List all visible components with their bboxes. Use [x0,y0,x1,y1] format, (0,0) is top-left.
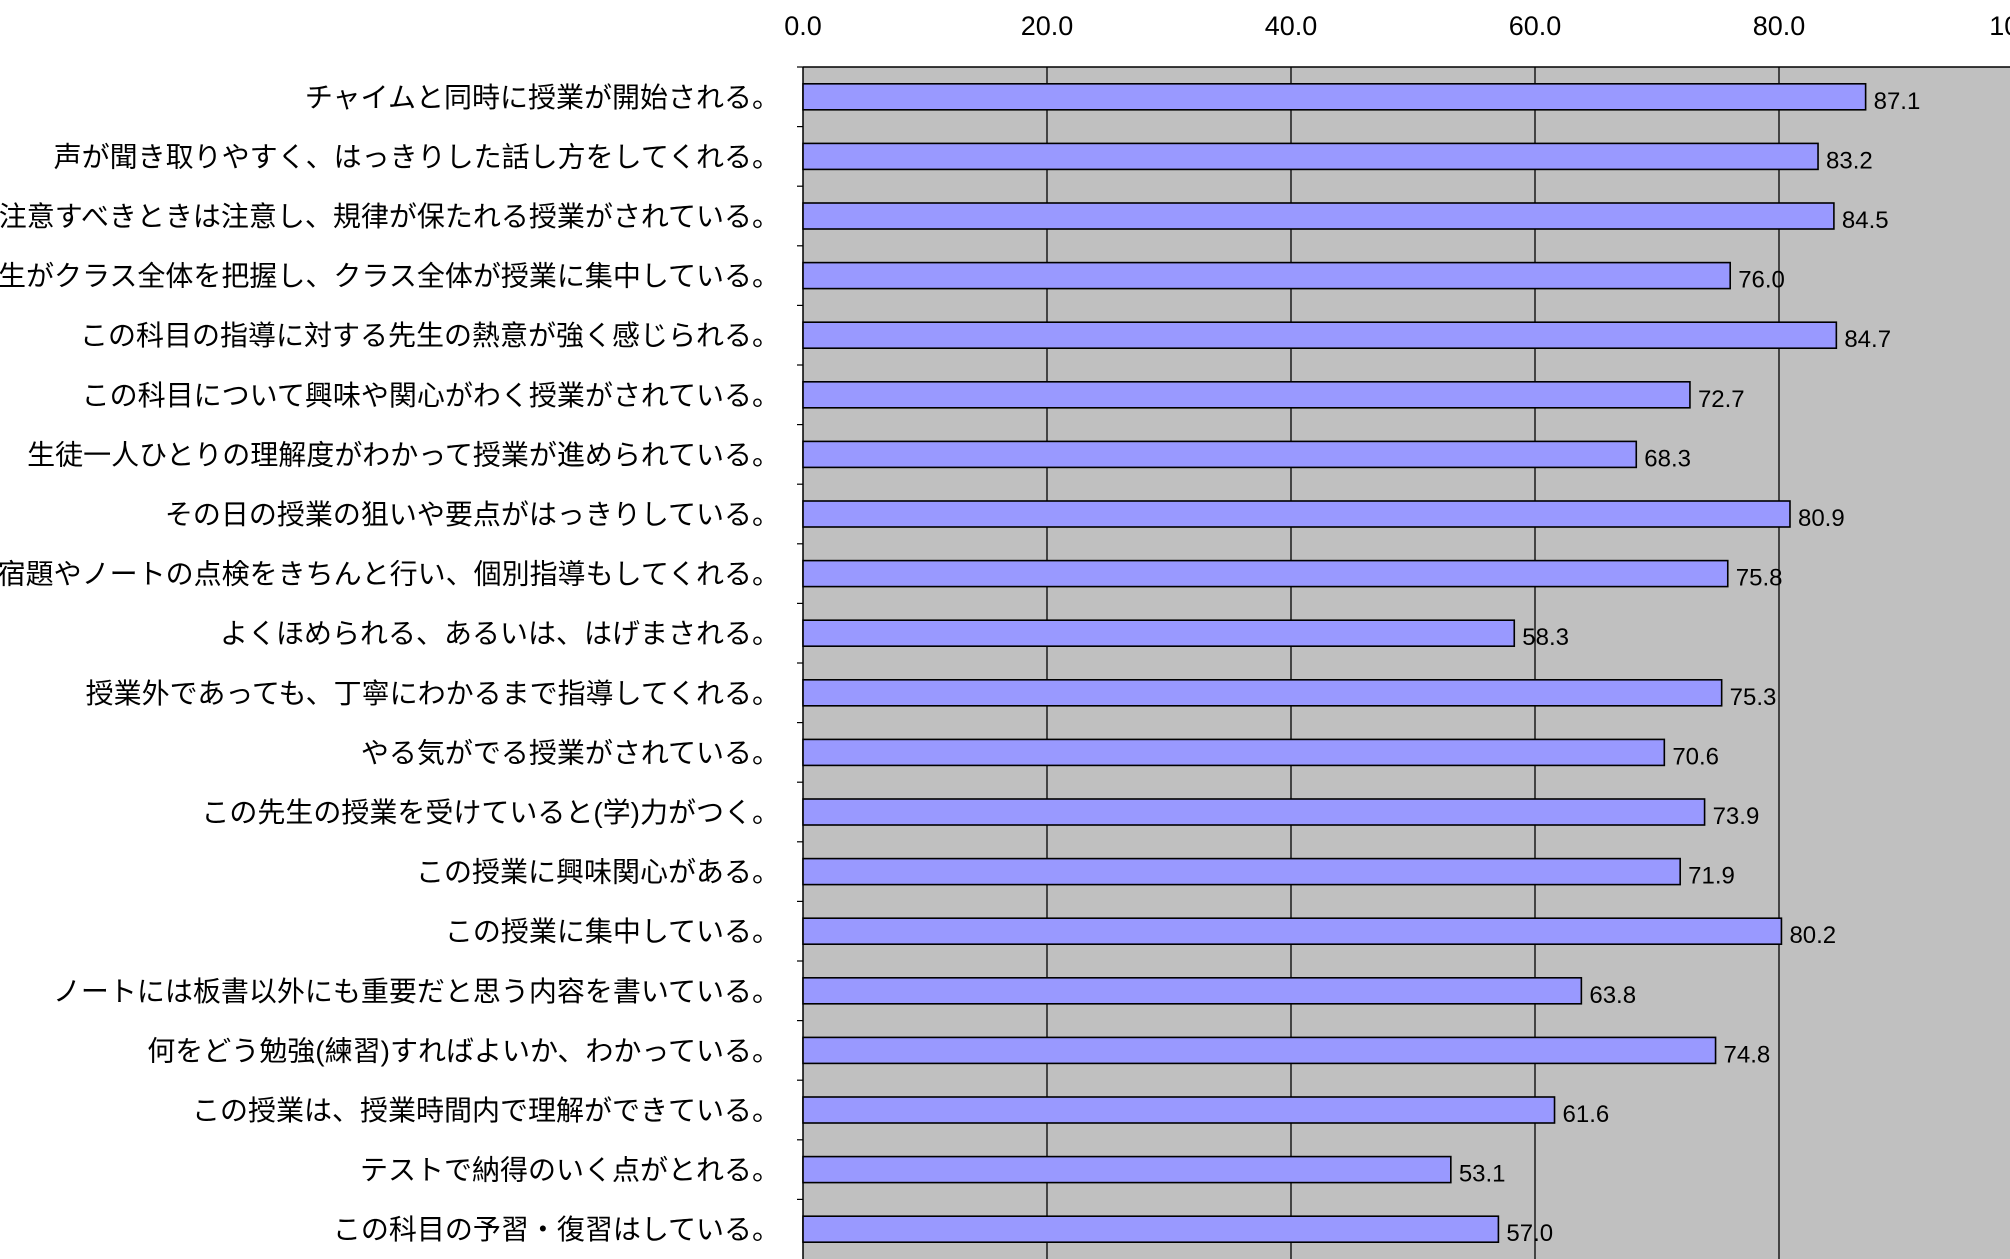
data-label: 87.1 [1874,88,1921,115]
bar [802,678,1723,707]
bar [802,559,1729,588]
category-label: よくほめられる、あるいは、はげまされる。 [220,618,780,649]
tick-label: 100.0 [1989,11,2010,41]
category-label: チャイムと同時に授業が開始される。 [305,82,780,113]
bar [802,1155,1452,1184]
category-label: この授業に興味関心がある。 [416,857,780,888]
tick-label: 60.0 [1509,11,1562,41]
data-label: 61.6 [1563,1101,1610,1128]
category-label: 何をどう勉強(練習)すればよいか、わかっている。 [147,1035,780,1066]
bar [802,380,1691,409]
category-label: やる気がでる授業がされている。 [361,737,780,768]
category-label: ノートには板書以外にも重要だと思う内容を書いている。 [53,976,780,1007]
data-label: 80.9 [1798,505,1845,532]
category-label: 生徒一人ひとりの理解度がわかって授業が進められている。 [27,439,780,470]
data-label: 57.0 [1506,1220,1553,1247]
bar [802,1215,1500,1243]
bar [802,1036,1717,1065]
category-label: テストで納得のいく点がとれる。 [360,1155,780,1186]
data-label: 75.8 [1736,565,1783,592]
tick-label: 0.0 [784,11,822,41]
bar [802,500,1791,528]
category-label: この科目の指導に対する先生の熱意が強く感じられる。 [80,320,780,351]
bar [802,738,1666,767]
data-label: 84.7 [1844,326,1891,353]
category-labels: チャイムと同時に授業が開始される。声が聞き取りやすく、はっきりした話し方をしてく… [0,82,780,1245]
tick-labels: 0.0 20.0 40.0 60.0 80.0 100.0 [784,11,2010,41]
plot-background [803,67,2010,1259]
bar [802,142,1819,171]
category-label: この授業に集中している。 [445,916,780,947]
data-label: 63.8 [1589,982,1636,1009]
bar [802,798,1706,826]
data-label: 75.3 [1730,684,1777,711]
data-label: 84.5 [1842,207,1889,234]
data-label: 80.2 [1789,922,1836,949]
data-label: 71.9 [1688,863,1735,890]
bar [802,857,1681,886]
category-label: 注意すべきときは注意し、規律が保たれる授業がされている。 [0,201,780,232]
category-label: この授業は、授業時間内で理解ができている。 [192,1095,780,1126]
data-label: 58.3 [1522,624,1569,651]
bar [802,261,1732,290]
data-label: 83.2 [1826,147,1873,174]
category-label: 授業外であっても、丁寧にわかるまで指導してくれる。 [86,678,780,709]
bar [802,202,1835,230]
data-label: 72.7 [1698,386,1745,413]
data-label: 73.9 [1713,803,1760,830]
bar [802,1096,1556,1124]
data-label: 70.6 [1672,743,1719,770]
category-label: 先生がクラス全体を把握し、クラス全体が授業に集中している。 [0,261,780,292]
category-label: 声が聞き取りやすく、はっきりした話し方をしてくれる。 [54,141,780,172]
bars [802,83,1867,1243]
category-label: その日の授業の狙いや要点がはっきりしている。 [165,499,780,530]
bar [802,976,1583,1005]
tick-label: 20.0 [1021,11,1074,41]
data-label: 53.1 [1459,1161,1506,1188]
data-labels: 87.1 83.2 84.5 76.0 84.7 72.7 68.3 80.9 75.8 58.3… [1459,88,1921,1247]
bar [802,917,1783,946]
category-label: プリント、宿題やノートの点検をきちんと行い、個別指導もしてくれる。 [0,559,780,590]
bar [802,619,1516,648]
data-label: 76.0 [1738,267,1785,294]
bar [802,440,1638,469]
bar [802,83,1867,111]
category-label: この先生の授業を受けていると(学)力がつく。 [201,797,780,828]
data-label: 68.3 [1644,445,1691,472]
tick-label: 80.0 [1753,11,1806,41]
tick-label: 40.0 [1265,11,1318,41]
data-label: 74.8 [1724,1041,1771,1068]
category-label: この科目について興味や関心がわく授業がされている。 [82,380,780,411]
category-label: この科目の予習・復習はしている。 [333,1214,780,1245]
bar [802,321,1838,350]
